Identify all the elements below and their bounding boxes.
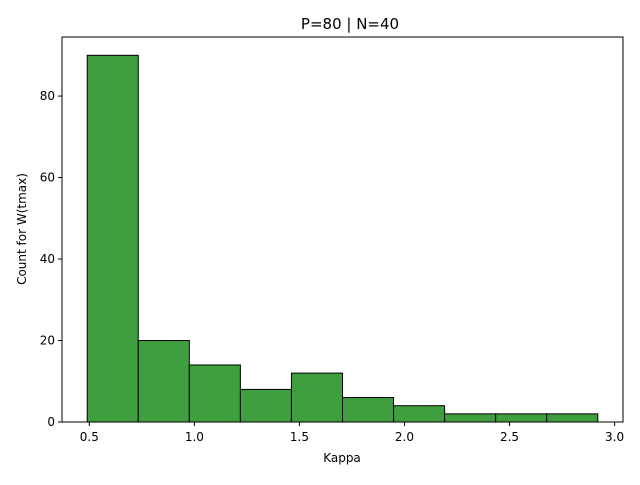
histogram-bar xyxy=(188,364,241,423)
y-tick-label: 40 xyxy=(40,252,55,266)
y-tick-label: 0 xyxy=(47,415,55,429)
y-tick-label: 20 xyxy=(40,334,55,348)
bars-group xyxy=(86,54,599,423)
histogram-bar xyxy=(546,413,599,423)
x-tick-label: 3.0 xyxy=(605,430,624,444)
histogram-bar xyxy=(342,397,395,423)
x-tick-label: 2.0 xyxy=(395,430,414,444)
x-tick-label: 1.5 xyxy=(290,430,309,444)
y-tick-label: 60 xyxy=(40,171,55,185)
chart-title: P=80 | N=40 xyxy=(301,15,399,33)
histogram-bar xyxy=(239,388,292,423)
histogram-bar xyxy=(290,372,343,423)
x-tick-label: 0.5 xyxy=(80,430,99,444)
y-axis-label: Count for W(tmax) xyxy=(15,173,29,285)
histogram-bar xyxy=(86,54,139,423)
plot-frame xyxy=(61,36,624,423)
y-tick-label: 80 xyxy=(40,89,55,103)
x-axis-ticks: 0.5 1.0 1.5 2.0 2.5 3.0 xyxy=(80,422,624,444)
histogram-bar xyxy=(444,413,497,423)
y-axis-ticks: 0 20 40 60 80 xyxy=(40,89,62,429)
histogram-bar xyxy=(137,340,190,423)
x-axis-label: Kappa xyxy=(323,451,361,465)
histogram-bar xyxy=(393,405,446,423)
x-tick-label: 2.5 xyxy=(500,430,519,444)
x-tick-label: 1.0 xyxy=(185,430,204,444)
histogram-bar xyxy=(495,413,548,423)
